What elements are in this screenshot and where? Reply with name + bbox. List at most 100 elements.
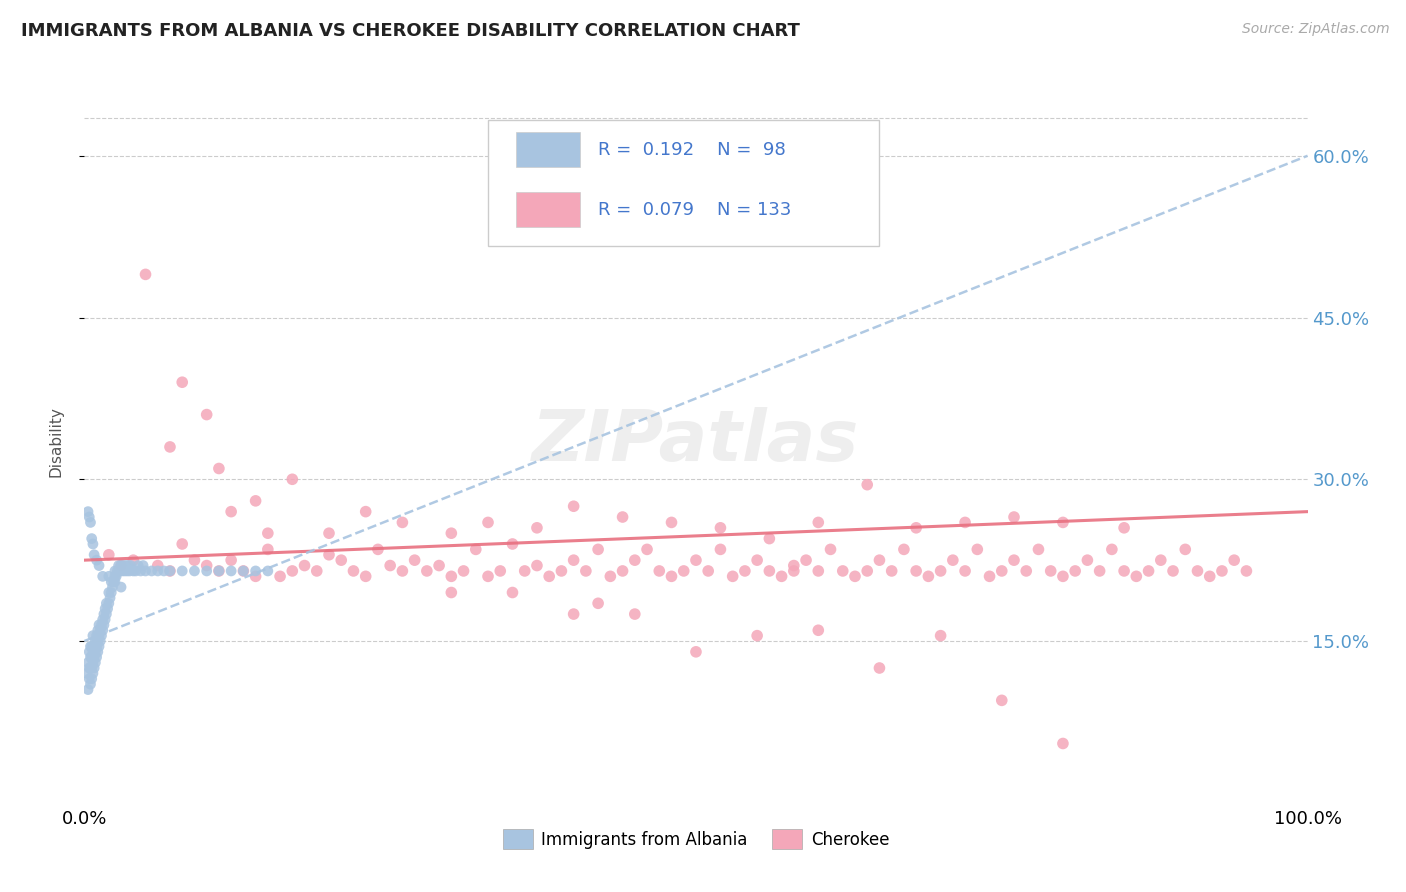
- Point: [208, 564, 231, 578]
- Point: [153, 564, 176, 578]
- Point: [111, 564, 134, 578]
- Point: [135, 268, 157, 282]
- Point: [502, 585, 524, 599]
- Point: [183, 553, 205, 567]
- Point: [172, 537, 194, 551]
- Point: [1052, 569, 1074, 583]
- Point: [453, 564, 475, 578]
- Point: [526, 521, 548, 535]
- Point: [110, 558, 132, 573]
- Point: [141, 564, 163, 578]
- Point: [1002, 510, 1025, 524]
- Point: [80, 650, 103, 665]
- Point: [404, 553, 426, 567]
- Point: [685, 645, 707, 659]
- Point: [758, 532, 780, 546]
- Point: [115, 564, 138, 578]
- Point: [257, 542, 280, 557]
- Point: [1211, 564, 1233, 578]
- Point: [146, 558, 169, 573]
- Point: [232, 564, 254, 578]
- Point: [575, 564, 598, 578]
- Point: [195, 564, 218, 578]
- Point: [79, 661, 101, 675]
- Point: [624, 607, 647, 621]
- Point: [869, 553, 891, 567]
- Point: [100, 585, 122, 599]
- Point: [107, 558, 129, 573]
- Point: [219, 505, 242, 519]
- Point: [104, 569, 127, 583]
- Point: [1161, 564, 1184, 578]
- Point: [83, 640, 105, 654]
- Point: [98, 591, 121, 605]
- Point: [110, 580, 132, 594]
- Point: [105, 564, 128, 578]
- Point: [427, 558, 450, 573]
- Point: [91, 624, 114, 638]
- Point: [115, 558, 138, 573]
- Point: [807, 516, 830, 530]
- Point: [87, 624, 110, 638]
- Y-axis label: Disability: Disability: [49, 406, 63, 477]
- Point: [245, 564, 267, 578]
- Point: [122, 553, 145, 567]
- Point: [391, 516, 413, 530]
- Point: [172, 564, 194, 578]
- Point: [1076, 553, 1098, 567]
- Point: [794, 553, 817, 567]
- Point: [87, 634, 110, 648]
- Point: [1052, 516, 1074, 530]
- Point: [94, 612, 117, 626]
- Point: [82, 656, 104, 670]
- Point: [257, 564, 280, 578]
- Point: [219, 564, 242, 578]
- Point: [942, 553, 965, 567]
- Point: [783, 558, 806, 573]
- Point: [770, 569, 793, 583]
- Point: [1174, 542, 1197, 557]
- Point: [624, 553, 647, 567]
- Point: [440, 526, 463, 541]
- Point: [1101, 542, 1123, 557]
- Point: [245, 493, 267, 508]
- Point: [97, 601, 120, 615]
- Point: [103, 574, 125, 589]
- Point: [87, 645, 110, 659]
- Point: [354, 505, 377, 519]
- Point: [84, 634, 107, 648]
- Point: [783, 564, 806, 578]
- Point: [93, 618, 115, 632]
- Point: [195, 558, 218, 573]
- Point: [281, 472, 304, 486]
- Point: [464, 542, 486, 557]
- Point: [305, 564, 328, 578]
- Point: [125, 564, 148, 578]
- Point: [513, 564, 536, 578]
- Point: [502, 537, 524, 551]
- Point: [86, 650, 108, 665]
- Point: [89, 624, 111, 638]
- Point: [84, 656, 107, 670]
- Point: [77, 510, 100, 524]
- Point: [87, 640, 110, 654]
- Text: IMMIGRANTS FROM ALBANIA VS CHEROKEE DISABILITY CORRELATION CHART: IMMIGRANTS FROM ALBANIA VS CHEROKEE DISA…: [21, 22, 800, 40]
- Point: [90, 618, 112, 632]
- Point: [82, 629, 104, 643]
- Point: [747, 629, 769, 643]
- Text: ZIPatlas: ZIPatlas: [533, 407, 859, 476]
- Point: [318, 526, 340, 541]
- Point: [1150, 553, 1173, 567]
- Point: [856, 477, 879, 491]
- Point: [122, 564, 145, 578]
- Point: [77, 672, 100, 686]
- Point: [477, 516, 499, 530]
- Point: [636, 542, 658, 557]
- Point: [104, 574, 127, 589]
- Point: [318, 548, 340, 562]
- Point: [991, 693, 1014, 707]
- Point: [489, 564, 512, 578]
- Point: [758, 564, 780, 578]
- Point: [586, 542, 609, 557]
- Point: [269, 569, 291, 583]
